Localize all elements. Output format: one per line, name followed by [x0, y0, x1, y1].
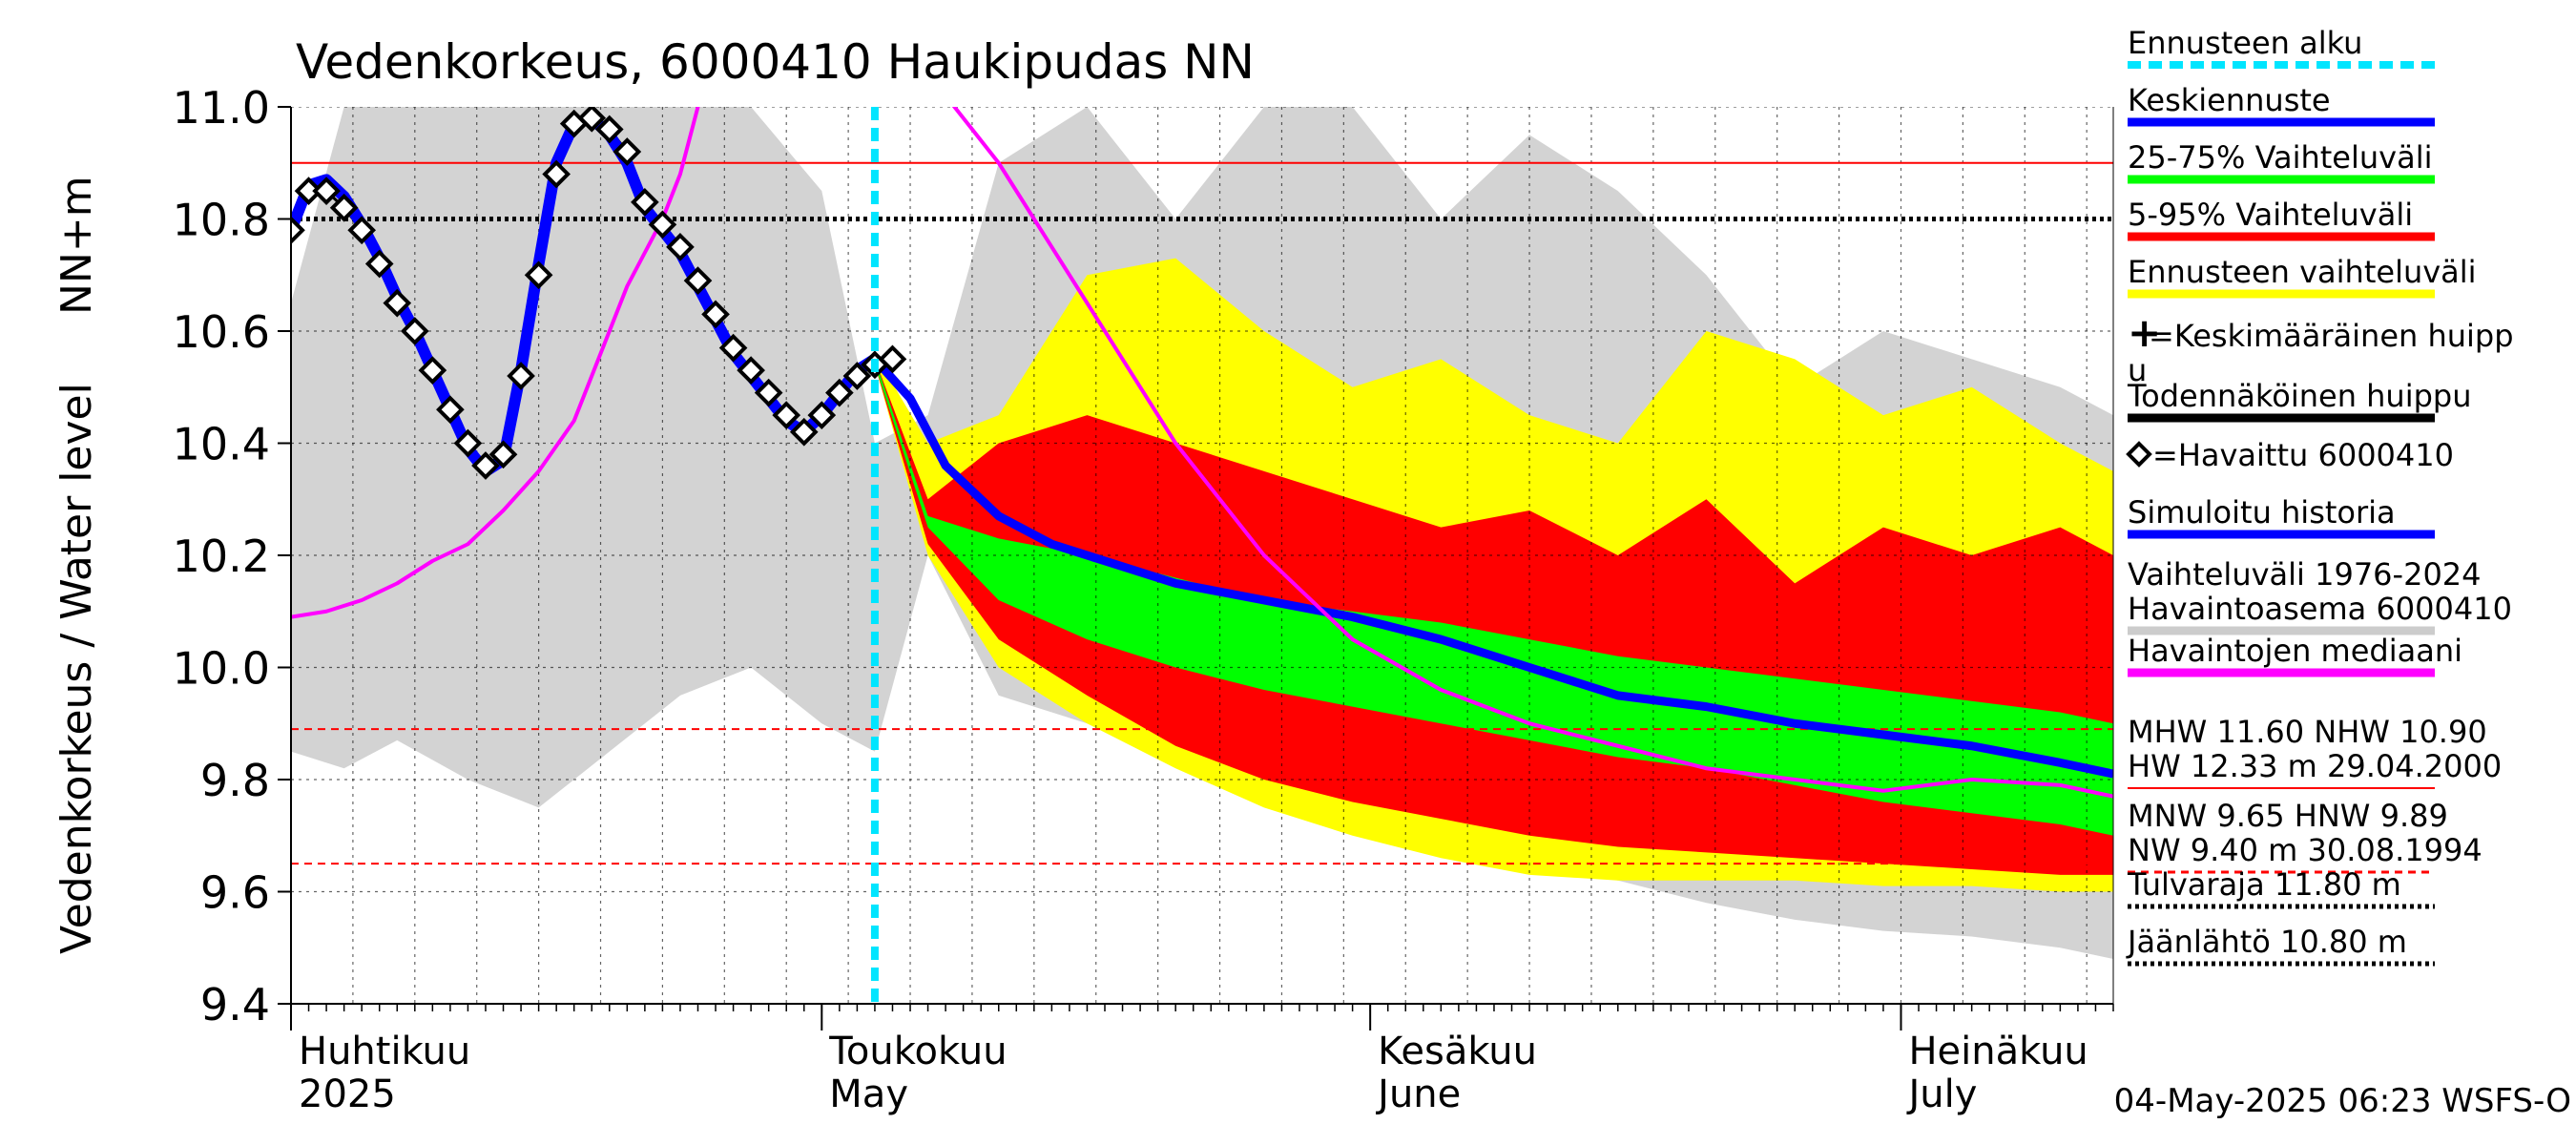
legend-item: Simuloitu historia [2128, 494, 2435, 539]
legend-label: MHW 11.60 NHW 10.90 [2128, 714, 2487, 750]
legend-label: Todennäköinen huippu [2127, 378, 2472, 414]
observed-point [507, 362, 535, 390]
month-label: Heinäkuu [1908, 1030, 2088, 1073]
observed-point [577, 107, 607, 133]
y-tick-label: 11.0 [173, 82, 270, 134]
timestamp: 04-May-2025 06:23 WSFS-O [2114, 1082, 2571, 1120]
chart-title: Vedenkorkeus, 6000410 Haukipudas NN [296, 34, 1255, 90]
legend-label-2: HW 12.33 m 29.04.2000 [2128, 748, 2502, 784]
observed-point [418, 356, 447, 385]
legend-item: 25-75% Vaihteluväli [2128, 139, 2435, 184]
month-label-en: May [829, 1072, 908, 1116]
legend-label-2: u [2128, 352, 2147, 388]
observed-point [524, 260, 553, 290]
legend-label: 25-75% Vaihteluväli [2128, 139, 2432, 176]
legend-label-2: NW 9.40 m 30.08.1994 [2128, 832, 2483, 868]
legend-item: Ennusteen vaihteluväli [2128, 254, 2477, 299]
legend-item: Tulvaraja 11.80 m [2127, 866, 2435, 909]
observed-point [878, 344, 907, 374]
legend-item: 5-95% Vaihteluväli [2128, 197, 2435, 241]
legend-label: Havaintojen mediaani [2128, 633, 2462, 669]
plot-content [291, 107, 2113, 1004]
month-label: Kesäkuu [1378, 1030, 1537, 1073]
legend-item: Havaintojen mediaani [2128, 633, 2462, 677]
observed-point [789, 417, 819, 447]
legend-diamond-icon [2126, 441, 2152, 468]
observed-point [329, 193, 359, 222]
series-median [291, 107, 2113, 799]
observed-point [772, 401, 801, 429]
observed-point [631, 188, 659, 217]
legend-plus-icon: + [2128, 309, 2161, 356]
observed-point [471, 451, 500, 480]
observed-point [383, 288, 412, 318]
month-label-en: June [1375, 1072, 1461, 1116]
observed-point [754, 378, 783, 407]
observed-point [400, 317, 429, 345]
y-tick-label: 9.4 [200, 979, 270, 1030]
legend-label: =Keskimääräinen huipp [2149, 318, 2514, 354]
y-tick-label: 10.4 [173, 419, 270, 470]
legend-label: Ennusteen vaihteluväli [2128, 254, 2477, 290]
legend-label: Keskiennuste [2128, 82, 2331, 118]
observed-point [825, 378, 854, 407]
legend-label: =Havaittu 6000410 [2152, 437, 2454, 473]
series-mean_forecast [871, 356, 2113, 779]
legend-label: MNW 9.65 HNW 9.89 [2128, 798, 2448, 834]
legend-label: Jäänlähtö 10.80 m [2126, 924, 2407, 960]
legend-item: Todennäköinen huippu [2127, 378, 2472, 423]
observed-point [842, 362, 872, 390]
observed-point [488, 440, 518, 469]
legend-label: Vaihteluväli 1976-2024 [2128, 556, 2482, 593]
month-label: Huhtikuu [299, 1030, 470, 1073]
legend-label: Tulvaraja 11.80 m [2127, 866, 2401, 903]
observed-point [683, 266, 713, 295]
band-3 [874, 359, 2113, 836]
y-tick-label: 10.2 [173, 531, 270, 582]
legend-item: =Havaittu 6000410 [2126, 437, 2454, 473]
observed-point [347, 216, 377, 245]
legend-item: Keskiennuste [2128, 82, 2435, 127]
observed-point [807, 401, 837, 429]
y-tick-label: 9.6 [200, 867, 270, 919]
observed-point [701, 300, 730, 329]
y-tick-label: 10.0 [173, 643, 270, 695]
observed-point [453, 428, 483, 458]
observed-point [364, 249, 394, 279]
y-tick-label: 10.6 [173, 306, 270, 358]
legend-item: +=Keskimääräinen huippu [2128, 309, 2514, 388]
observed-point [648, 210, 677, 239]
legend-item: Ennusteen alku [2128, 25, 2435, 69]
legend-label-2: Havaintoasema 6000410 [2128, 591, 2512, 627]
month-label-en: 2025 [299, 1072, 396, 1116]
observed-point [542, 159, 571, 189]
legend-item: Jäänlähtö 10.80 m [2126, 924, 2435, 967]
month-label-en: July [1905, 1072, 1977, 1116]
observed-point [613, 137, 642, 166]
observed-point [291, 216, 305, 245]
y-tick-label: 9.8 [200, 755, 270, 806]
legend-item: Vaihteluväli 1976-2024 Havaintoasema 600… [2128, 556, 2512, 635]
legend-label: Ennusteen alku [2128, 25, 2362, 61]
legend-label: Simuloitu historia [2128, 494, 2396, 531]
y-axis-unit: NN+m [52, 176, 101, 315]
observed-point [436, 395, 465, 425]
observed-point [594, 114, 624, 144]
y-axis-label: Vedenkorkeus / Water level [52, 383, 101, 954]
observed-point [737, 356, 765, 385]
observed-point [666, 233, 695, 261]
y-tick-label: 10.8 [173, 195, 270, 246]
month-label: Toukokuu [828, 1030, 1007, 1073]
observed-point [718, 333, 748, 363]
observed-point [312, 177, 341, 205]
legend-label: 5-95% Vaihteluväli [2128, 197, 2413, 233]
